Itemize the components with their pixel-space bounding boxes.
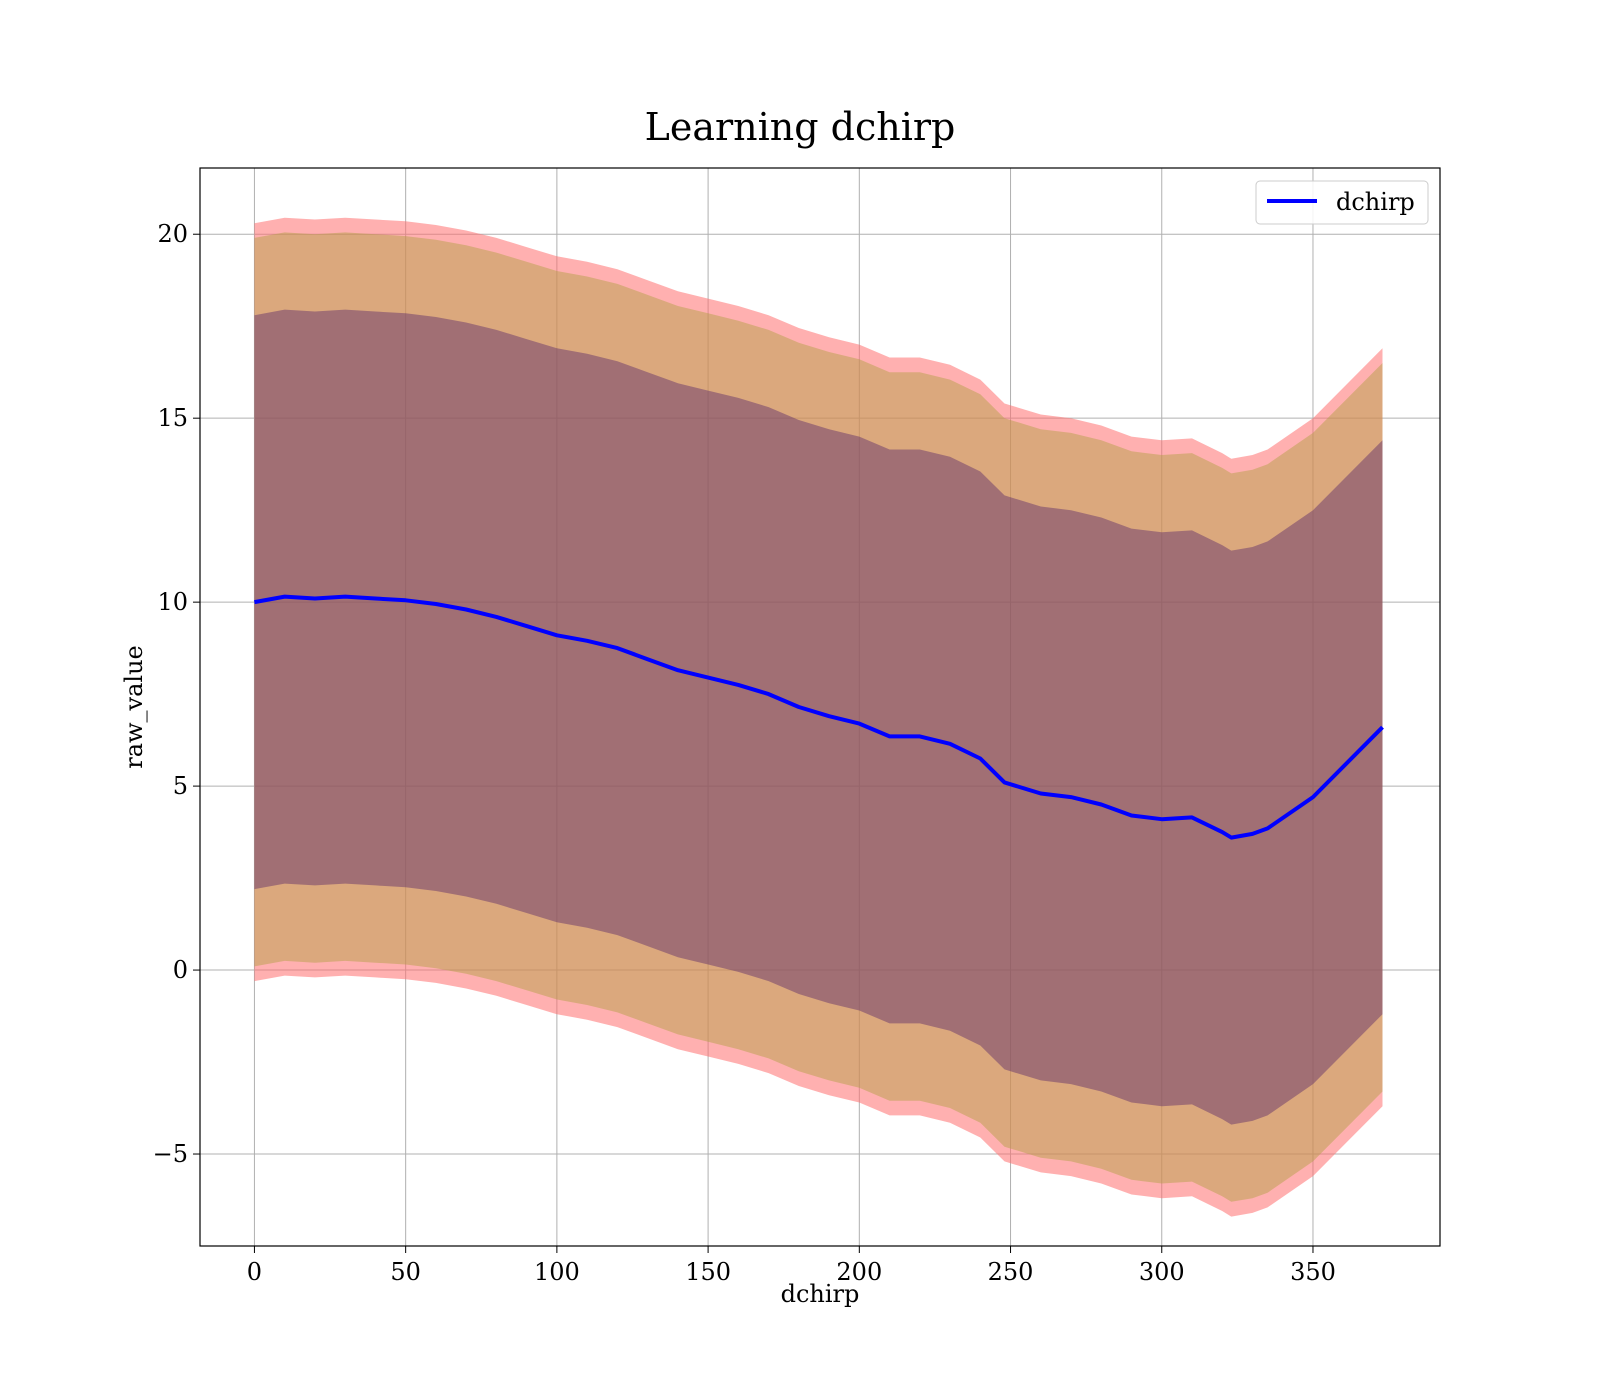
x-tick-label: 50 [390, 1258, 421, 1286]
x-tick-label: 250 [988, 1258, 1034, 1286]
series-line-dchirp [254, 594, 1384, 840]
x-tick-label: 0 [247, 1258, 262, 1286]
x-tick-label: 350 [1290, 1258, 1336, 1286]
legend-label-dchirp: dchirp [1336, 188, 1415, 216]
y-axis-label: raw_value [120, 645, 148, 769]
y-tick-label: 15 [157, 404, 188, 432]
y-tick-label: 20 [157, 220, 188, 248]
x-tick-label: 150 [685, 1258, 731, 1286]
legend-box [1255, 180, 1429, 225]
x-tick-label: 200 [836, 1258, 882, 1286]
y-tick-label: −5 [153, 1140, 188, 1168]
y-tick-label: 5 [173, 772, 188, 800]
x-tick-label: 100 [534, 1258, 580, 1286]
chart-title: Learning dchirp [645, 105, 956, 149]
series-lines [254, 594, 1384, 840]
y-tick-label: 0 [173, 956, 188, 984]
band-1 [254, 217, 1383, 1217]
legend: dchirp [1255, 180, 1429, 225]
band-2 [254, 232, 1383, 1202]
bands [254, 217, 1383, 1217]
ticks: 0 50 100 150 200 250 300 350 −5 0 5 10 15 20 [153, 220, 1336, 1286]
band-3 [254, 309, 1383, 1125]
plot-frame [199, 167, 1441, 1247]
x-axis-label: dchirp [781, 1280, 860, 1308]
x-tick-label: 300 [1139, 1258, 1185, 1286]
y-tick-label: 10 [157, 588, 188, 616]
